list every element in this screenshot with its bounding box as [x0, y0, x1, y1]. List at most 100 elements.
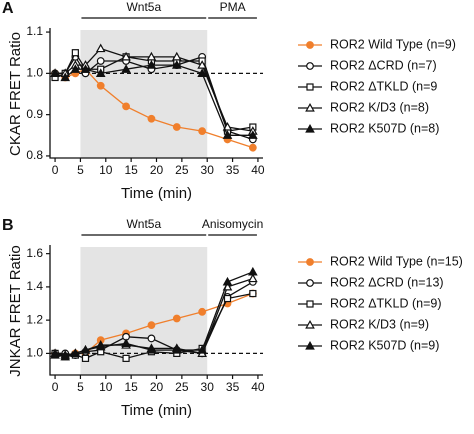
y-tick-label: 1.2: [26, 312, 43, 326]
marker: [122, 102, 130, 111]
annotation-label: PMA: [220, 0, 246, 14]
marker: [121, 51, 131, 61]
marker: [248, 273, 258, 283]
marker: [95, 43, 106, 53]
y-tick-label: 0.9: [26, 107, 43, 121]
y-tick-label: 1.0: [26, 66, 43, 80]
x-axis-label: Time (min): [121, 185, 192, 202]
marker: [305, 102, 315, 112]
y-tick-label: 1.4: [26, 279, 43, 293]
marker: [171, 60, 182, 69]
x-tick-label: 15: [124, 380, 138, 394]
panel-label: B: [2, 217, 14, 234]
marker: [50, 68, 60, 77]
marker: [197, 68, 207, 77]
panel-label: A: [2, 0, 14, 17]
annotation-label: Wnt5a: [126, 217, 161, 231]
legend-label: ROR2 ΔTKLD (n=9): [330, 296, 442, 310]
marker: [306, 258, 314, 266]
marker: [198, 127, 207, 136]
marker: [96, 81, 105, 90]
marker: [305, 123, 315, 133]
legend-label: ROR2 ΔCRD (n=7): [330, 58, 437, 72]
marker: [248, 130, 258, 139]
x-tick-label: 40: [251, 380, 265, 394]
marker: [172, 314, 181, 323]
axis-line: [49, 28, 263, 159]
marker: [80, 64, 91, 73]
marker: [305, 340, 315, 350]
marker: [306, 83, 314, 91]
x-tick-label: 25: [175, 380, 189, 394]
marker: [70, 348, 81, 357]
marker: [248, 143, 257, 152]
marker: [198, 307, 207, 316]
marker: [222, 122, 233, 131]
marker: [80, 345, 91, 354]
marker: [305, 319, 315, 329]
x-tick-label: 20: [150, 163, 164, 177]
legend-label: ROR2 K/D3 (n=8): [330, 100, 429, 114]
marker: [146, 345, 157, 354]
x-tick-label: 5: [77, 380, 84, 394]
y-tick-label: 1.1: [26, 24, 43, 38]
x-tick-label: 20: [150, 380, 164, 394]
marker: [172, 123, 181, 131]
marker: [306, 279, 314, 287]
x-tick-label: 40: [251, 163, 265, 177]
y-tick-label: 0.8: [26, 148, 43, 162]
shaded-region: [80, 247, 208, 375]
y-axis-label: CKAR FRET Ratio: [7, 32, 24, 156]
marker: [146, 51, 157, 61]
annotation-label: Wnt5a: [126, 0, 161, 14]
marker: [60, 351, 71, 361]
marker: [147, 334, 156, 343]
marker: [95, 68, 106, 77]
marker: [249, 289, 257, 298]
x-tick-label: 0: [52, 163, 59, 177]
marker: [146, 60, 157, 69]
marker: [81, 354, 90, 362]
marker: [306, 300, 314, 308]
legend-label: ROR2 K/D3 (n=9): [330, 317, 429, 331]
marker: [197, 345, 207, 354]
marker: [171, 51, 182, 61]
legend-label: ROR2 ΔCRD (n=13): [330, 275, 444, 289]
y-axis-label: JNKAR FRET Ratio: [7, 245, 24, 376]
legend-label: ROR2 Wild Type (n=9): [330, 37, 456, 51]
x-tick-label: 35: [226, 163, 240, 177]
marker: [222, 130, 233, 139]
legend-label: ROR2 Wild Type (n=15): [330, 254, 463, 268]
marker: [171, 345, 182, 354]
marker: [122, 354, 130, 362]
x-axis-label: Time (min): [121, 402, 192, 419]
x-tick-label: 10: [99, 163, 113, 177]
x-tick-label: 30: [201, 380, 215, 394]
marker: [222, 276, 233, 286]
marker: [96, 57, 105, 65]
marker: [147, 321, 156, 330]
marker: [121, 64, 131, 73]
marker: [70, 64, 81, 73]
legend-label: ROR2 K507D (n=9): [330, 338, 439, 352]
x-tick-label: 25: [175, 163, 189, 177]
marker: [306, 41, 314, 49]
marker: [248, 266, 258, 276]
marker: [121, 338, 131, 348]
marker: [306, 62, 314, 70]
y-tick-label: 1.6: [26, 246, 43, 260]
axis-line: [49, 245, 263, 376]
y-tick-label: 1.0: [26, 346, 43, 360]
marker: [223, 294, 232, 303]
marker: [60, 72, 71, 82]
marker: [71, 49, 79, 57]
x-tick-label: 0: [52, 380, 59, 394]
legend-label: ROR2 K507D (n=8): [330, 121, 439, 135]
marker: [95, 341, 106, 351]
marker: [147, 114, 156, 123]
x-tick-label: 15: [124, 163, 138, 177]
marker: [50, 350, 60, 359]
x-tick-label: 30: [201, 163, 215, 177]
annotation-label: Anisomycin: [202, 217, 263, 231]
